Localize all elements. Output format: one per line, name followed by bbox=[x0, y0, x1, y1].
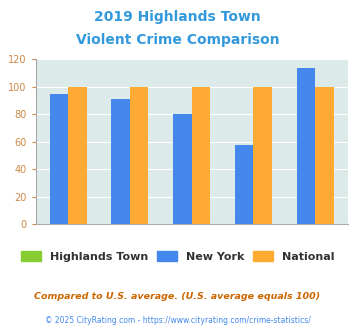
Bar bbox=[297, 68, 315, 224]
Bar bbox=[50, 94, 68, 224]
Bar bbox=[192, 87, 210, 224]
Bar bbox=[253, 87, 272, 224]
Bar bbox=[235, 145, 253, 224]
Text: 2019 Highlands Town: 2019 Highlands Town bbox=[94, 10, 261, 24]
Bar bbox=[68, 87, 87, 224]
Text: Violent Crime Comparison: Violent Crime Comparison bbox=[76, 33, 279, 47]
Legend: Highlands Town, New York, National: Highlands Town, New York, National bbox=[16, 247, 339, 267]
Bar bbox=[315, 87, 334, 224]
Bar bbox=[111, 99, 130, 224]
Text: © 2025 CityRating.com - https://www.cityrating.com/crime-statistics/: © 2025 CityRating.com - https://www.city… bbox=[45, 316, 310, 325]
Bar bbox=[130, 87, 148, 224]
Text: Compared to U.S. average. (U.S. average equals 100): Compared to U.S. average. (U.S. average … bbox=[34, 292, 321, 301]
Bar bbox=[173, 115, 192, 224]
